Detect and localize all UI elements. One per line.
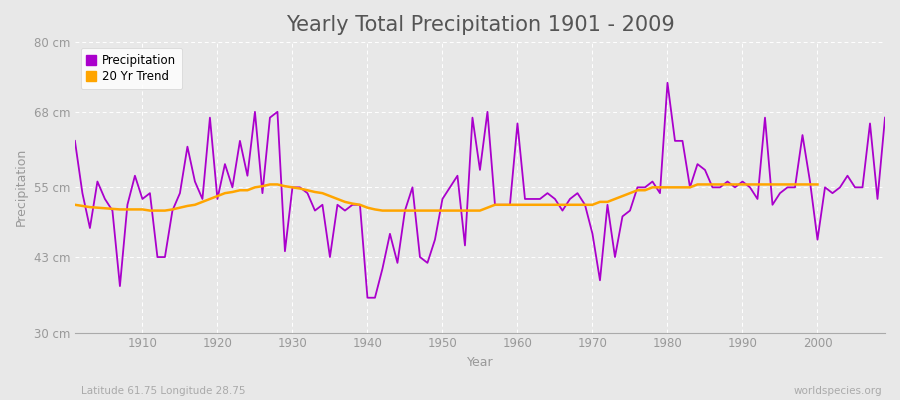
Title: Yearly Total Precipitation 1901 - 2009: Yearly Total Precipitation 1901 - 2009 — [285, 15, 674, 35]
Legend: Precipitation, 20 Yr Trend: Precipitation, 20 Yr Trend — [81, 48, 182, 89]
Text: worldspecies.org: worldspecies.org — [794, 386, 882, 396]
X-axis label: Year: Year — [466, 356, 493, 369]
Y-axis label: Precipitation: Precipitation — [15, 148, 28, 226]
Text: Latitude 61.75 Longitude 28.75: Latitude 61.75 Longitude 28.75 — [81, 386, 246, 396]
